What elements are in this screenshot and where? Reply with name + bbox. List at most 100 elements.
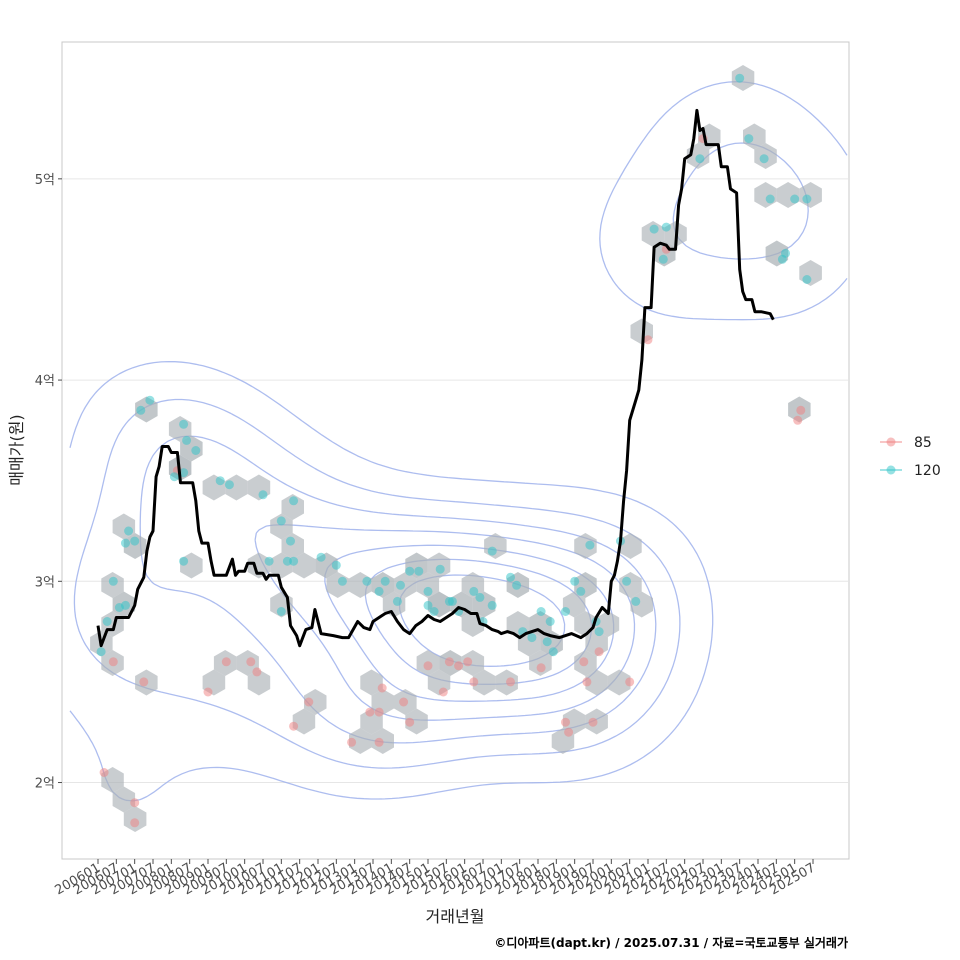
point-120-30 [374,586,384,596]
point-85-15 [374,707,384,717]
point-120-19 [264,556,274,566]
hex-cell-32 [607,669,631,696]
point-120-21 [276,607,286,616]
hex-cell-50 [247,552,271,579]
point-120-23 [286,536,295,546]
price-line [96,108,775,648]
hex-cell-51 [270,513,293,540]
point-120-20 [276,516,286,526]
point-85-30 [582,677,592,687]
point-120-15 [191,446,201,455]
point-85-29 [579,657,589,667]
plot-panel [61,41,850,860]
point-120-49 [512,580,522,590]
y-tick-label-0: 2억 [35,777,55,792]
point-120-33 [396,580,405,590]
legend-marker-85 [886,437,896,447]
point-120-9 [145,395,155,405]
point-120-13 [179,419,189,429]
point-85-9 [252,667,262,677]
y-tick-label-3: 5억 [35,173,55,188]
point-120-27 [331,560,341,570]
point-120-77 [802,275,812,284]
hex-cell-62 [394,572,417,598]
point-85-2 [130,798,140,808]
hex-cell-22 [461,650,485,676]
hex-cell-23 [472,669,496,696]
point-120-1 [102,617,112,626]
point-85-1 [108,657,118,667]
point-120-41 [447,596,457,606]
caption: ©디아파트(dapt.kr) / 2025.07.31 / 자료=국토교통부 실… [494,935,848,950]
point-120-12 [179,468,189,478]
point-120-54 [545,617,555,626]
point-120-7 [130,536,140,546]
hex-cell-2 [112,786,136,813]
point-120-76 [802,194,812,204]
point-85-26 [536,663,546,673]
point-120-71 [759,154,769,164]
point-120-52 [536,607,546,616]
point-120-28 [337,576,347,586]
hex-cell-55 [281,494,304,520]
point-120-75 [790,194,800,204]
y-tick-label-1: 3억 [35,575,55,590]
point-120-37 [423,600,433,610]
x-axis: 2006012006072007012007072008012008072009… [53,859,818,898]
point-85-0 [99,768,109,777]
point-120-34 [405,566,415,576]
point-85-33 [625,677,635,687]
point-120-59 [585,540,595,550]
point-85-14 [374,737,384,747]
point-85-25 [506,677,515,687]
legend: 85 120 [880,435,941,479]
point-120-39 [435,564,445,574]
point-85-12 [347,737,357,747]
point-120-8 [136,405,146,415]
point-120-32 [392,596,402,606]
point-85-3 [130,818,140,828]
hex-cell-25 [529,650,552,676]
hex-cell-64 [416,572,440,598]
point-120-47 [487,600,497,610]
point-120-53 [542,637,552,647]
point-85-28 [564,727,574,737]
hex-cell-12 [349,728,372,754]
point-120-26 [316,552,326,562]
legend-label-120: 120 [914,463,941,479]
legend-label-85: 85 [914,435,932,451]
point-120-2 [108,576,118,586]
point-85-18 [405,717,415,727]
point-120-63 [622,576,632,586]
point-85-22 [454,661,464,671]
point-120-16 [215,476,225,486]
point-120-64 [631,596,641,606]
point-85-27 [561,717,570,727]
hex-cell-41 [123,533,147,559]
point-120-48 [506,572,515,582]
legend-marker-120 [886,465,896,475]
point-120-65 [649,224,659,234]
point-120-24 [289,496,299,506]
y-axis-title: 매매가(원) [7,414,26,485]
hex-cell-82 [619,533,642,559]
point-85-17 [399,697,409,707]
point-85-32 [594,647,604,657]
point-85-10 [289,721,299,731]
point-120-67 [661,222,671,232]
point-120-4 [121,600,130,610]
hex-cell-85 [641,221,665,247]
point-120-61 [594,627,604,637]
point-120-14 [182,435,192,445]
hex-cell-29 [585,669,608,696]
y-axis: 2억 3억 4억 5억 [35,173,62,792]
hex-cell-10 [292,708,316,735]
point-120-69 [735,73,745,83]
hex-cell-11 [304,689,327,715]
point-85-8 [246,657,256,667]
x-axis-title: 거래년월 [426,907,485,926]
hex-cell-56 [292,552,316,579]
hex-cell-9 [247,669,271,696]
point-120-56 [561,607,570,616]
point-120-5 [121,538,130,548]
